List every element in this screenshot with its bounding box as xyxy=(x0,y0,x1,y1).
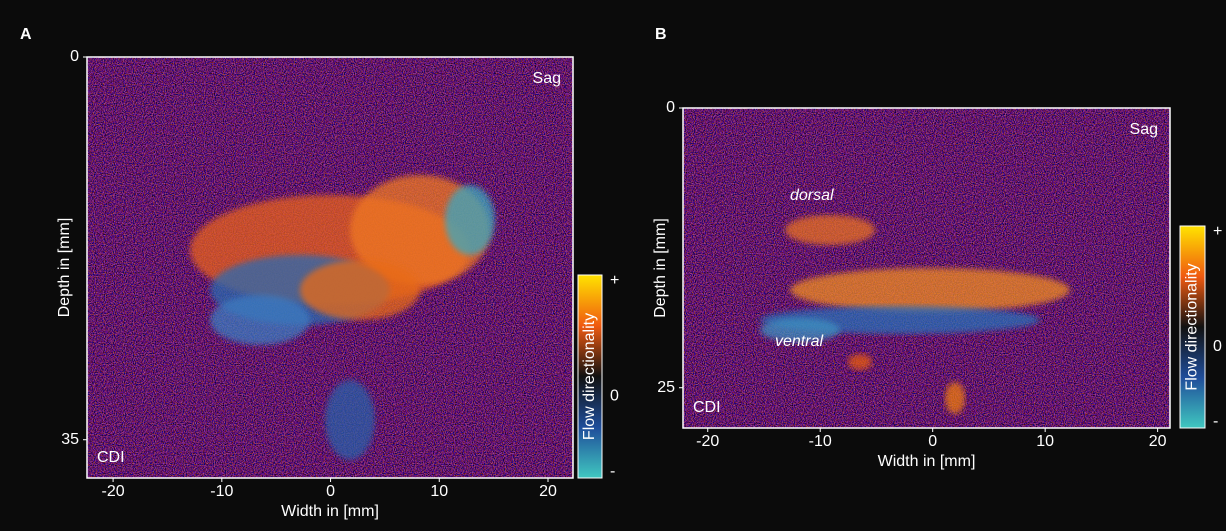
flow-region xyxy=(945,382,965,414)
image-frame xyxy=(682,107,1171,429)
colorbar-tick-label: - xyxy=(1213,413,1218,430)
corner-label: Sag xyxy=(1130,121,1158,138)
flow-region xyxy=(325,380,375,460)
flow-region xyxy=(785,215,875,245)
colorbar-label: Flow directionality xyxy=(581,313,598,440)
corner-label: CDI xyxy=(693,399,721,416)
flow-region xyxy=(760,318,840,342)
annotation: dorsal xyxy=(790,187,834,204)
image-speckle xyxy=(683,108,1170,428)
flow-region xyxy=(300,260,420,320)
colorbar-label: Flow directionality xyxy=(1184,263,1201,390)
x-tick-label: -20 xyxy=(102,483,125,500)
x-tick-label: 10 xyxy=(430,483,448,500)
y-axis-label: Depth in [mm] xyxy=(56,218,73,318)
colorbar-tick-label: 0 xyxy=(610,388,619,405)
x-tick-label: -20 xyxy=(696,433,719,450)
x-tick-label: 20 xyxy=(1149,433,1167,450)
image-frame xyxy=(86,56,574,479)
x-tick-label: -10 xyxy=(210,483,233,500)
annotation: ventral xyxy=(775,333,823,350)
y-tick-label: 25 xyxy=(657,379,675,396)
colorbar-tick-label: + xyxy=(610,272,619,289)
y-tick-label: 35 xyxy=(61,431,79,448)
panel-label: A xyxy=(20,26,32,43)
y-axis-label: Depth in [mm] xyxy=(652,218,669,318)
panel-label: B xyxy=(655,26,667,43)
corner-label: Sag xyxy=(533,70,561,87)
flow-region xyxy=(790,268,1070,312)
colorbar-tick-label: - xyxy=(610,463,615,480)
colorbar-tick-label: + xyxy=(1213,223,1222,240)
x-tick-label: 10 xyxy=(1036,433,1054,450)
y-tick-label: 0 xyxy=(70,48,79,65)
x-axis-label: Width in [mm] xyxy=(281,503,379,520)
colorbar xyxy=(577,274,603,479)
x-axis-label: Width in [mm] xyxy=(878,453,976,470)
flow-region xyxy=(445,185,495,255)
x-tick-label: -10 xyxy=(809,433,832,450)
flow-region xyxy=(848,354,872,370)
flow-region xyxy=(210,295,310,345)
x-tick-label: 20 xyxy=(539,483,557,500)
x-tick-label: 0 xyxy=(326,483,335,500)
y-tick-label: 0 xyxy=(666,99,675,116)
colorbar xyxy=(1179,225,1206,429)
x-tick-label: 0 xyxy=(928,433,937,450)
colorbar-tick-label: 0 xyxy=(1213,338,1222,355)
corner-label: CDI xyxy=(97,449,125,466)
